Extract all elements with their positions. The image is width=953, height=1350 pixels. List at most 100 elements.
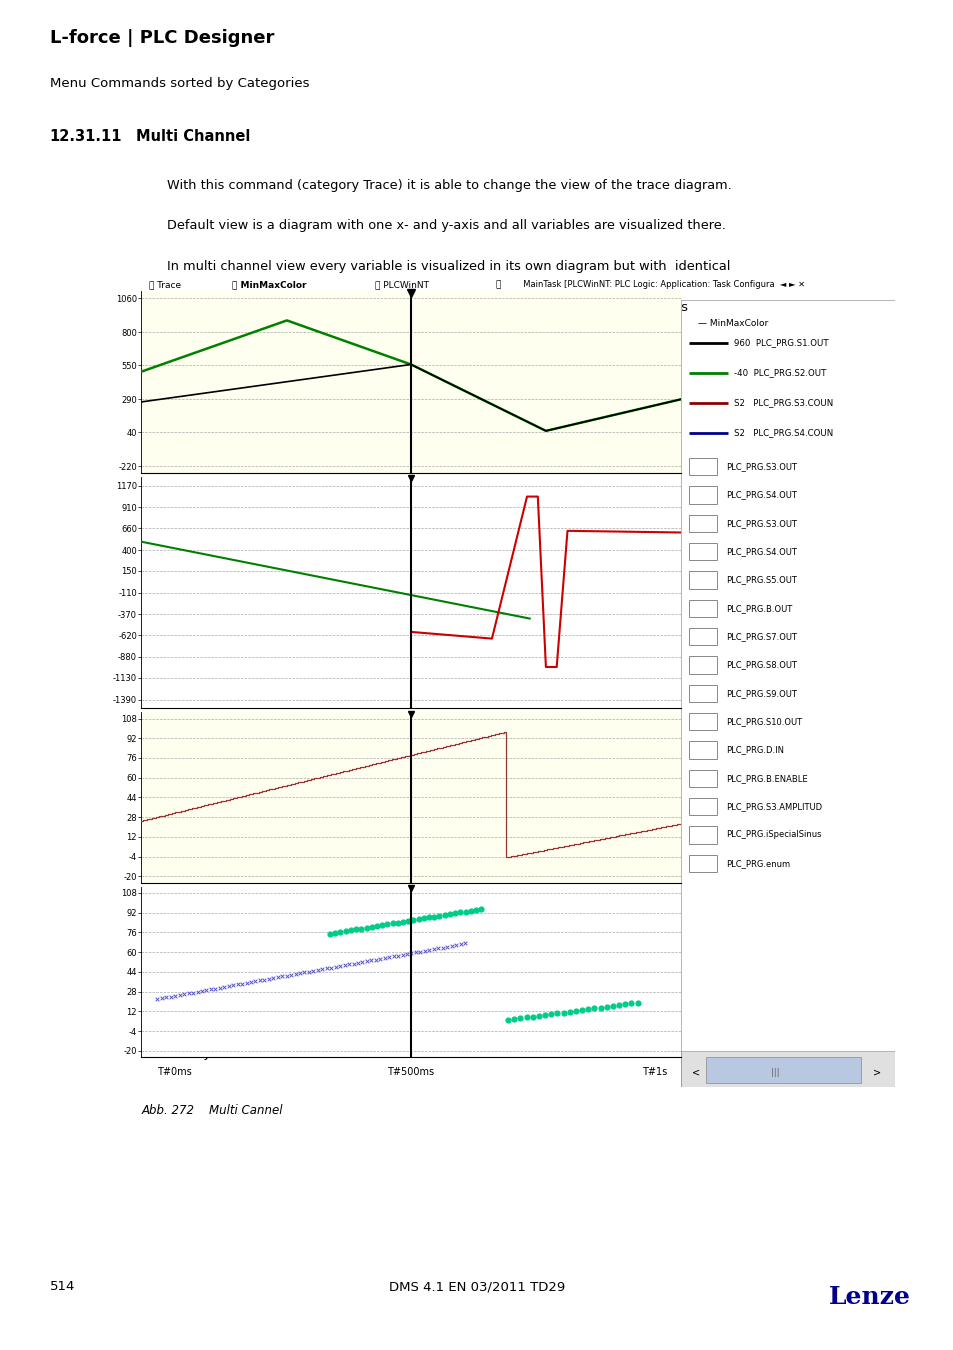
Point bbox=[208, 977, 223, 999]
Text: x-Axis. Zooming and scrolling commands are affecting the x-axis of all diagrams: x-Axis. Zooming and scrolling commands a… bbox=[167, 301, 687, 313]
Point bbox=[181, 983, 196, 1004]
Point bbox=[421, 907, 436, 929]
Point bbox=[399, 944, 415, 965]
Point bbox=[443, 936, 458, 957]
Bar bbox=[689, 486, 717, 504]
Point bbox=[176, 983, 192, 1004]
Point bbox=[611, 995, 626, 1017]
Point bbox=[568, 1000, 583, 1022]
Point bbox=[513, 1007, 528, 1029]
Text: PLC_PRG.B.ENABLE: PLC_PRG.B.ENABLE bbox=[725, 774, 806, 783]
Point bbox=[453, 933, 468, 954]
Text: S2   PLC_PRG.S3.COUN: S2 PLC_PRG.S3.COUN bbox=[734, 398, 833, 408]
Point bbox=[395, 944, 410, 965]
Point bbox=[185, 981, 200, 1003]
Bar bbox=[689, 458, 717, 475]
Point bbox=[194, 980, 210, 1002]
Text: T#1s: T#1s bbox=[641, 1066, 666, 1077]
Point bbox=[376, 948, 392, 969]
Text: Multi Channel: Multi Channel bbox=[136, 130, 251, 144]
Point bbox=[426, 938, 441, 960]
Text: PLC_PRG.S3.OUT: PLC_PRG.S3.OUT bbox=[725, 462, 796, 471]
Bar bbox=[689, 599, 717, 617]
Point bbox=[413, 941, 428, 963]
Point bbox=[323, 957, 338, 979]
Point bbox=[543, 1003, 558, 1025]
Text: PLC_PRG.S7.OUT: PLC_PRG.S7.OUT bbox=[725, 632, 796, 641]
Point bbox=[580, 999, 596, 1021]
Text: PLC_PRG.B.OUT: PLC_PRG.B.OUT bbox=[725, 603, 791, 613]
Text: 12.31.11: 12.31.11 bbox=[50, 130, 122, 144]
Text: |||: ||| bbox=[770, 1068, 779, 1077]
Point bbox=[421, 940, 436, 961]
Point bbox=[373, 948, 388, 969]
Text: Lenze: Lenze bbox=[828, 1285, 910, 1308]
Point bbox=[230, 973, 245, 995]
Point bbox=[358, 917, 374, 938]
Point bbox=[556, 1002, 571, 1023]
Point bbox=[172, 984, 187, 1006]
Point bbox=[473, 898, 488, 919]
Text: PLC_PRG.S5.OUT: PLC_PRG.S5.OUT bbox=[725, 575, 796, 585]
Bar bbox=[680, 1052, 894, 1087]
Point bbox=[343, 919, 358, 941]
Point bbox=[537, 1004, 552, 1026]
Text: MainTask [PLCWinNT: PLC Logic: Application: Task Configura  ◄ ► ✕: MainTask [PLCWinNT: PLC Logic: Applicati… bbox=[517, 281, 804, 289]
Point bbox=[593, 996, 608, 1018]
Bar bbox=[689, 826, 717, 844]
Text: Default view is a diagram with one x- and y-axis and all variables are visualize: Default view is a diagram with one x- an… bbox=[167, 219, 725, 232]
Bar bbox=[689, 855, 717, 872]
Text: 🗔 PLCWinNT: 🗔 PLCWinNT bbox=[375, 281, 429, 289]
Text: 514: 514 bbox=[50, 1280, 75, 1293]
Point bbox=[411, 909, 426, 930]
Point bbox=[448, 934, 463, 956]
Point bbox=[381, 946, 396, 968]
Text: With this command (category Trace) it is able to change the view of the trace di: With this command (category Trace) it is… bbox=[167, 178, 731, 192]
Point bbox=[328, 956, 343, 977]
Point bbox=[456, 933, 472, 954]
Point bbox=[359, 950, 375, 972]
Point bbox=[216, 976, 232, 998]
Text: L-force | PLC Designer: L-force | PLC Designer bbox=[50, 28, 274, 47]
Point bbox=[336, 954, 352, 976]
Point bbox=[405, 910, 420, 932]
Point bbox=[212, 977, 227, 999]
Point bbox=[225, 975, 240, 996]
Point bbox=[531, 1004, 546, 1026]
Point bbox=[322, 923, 337, 945]
Bar bbox=[689, 571, 717, 589]
Bar bbox=[689, 769, 717, 787]
Point bbox=[256, 969, 272, 991]
Point bbox=[168, 986, 183, 1007]
Point bbox=[265, 967, 280, 988]
Text: PLC_PRG.S3.OUT: PLC_PRG.S3.OUT bbox=[725, 518, 796, 528]
Text: T#500ms: T#500ms bbox=[387, 1066, 435, 1077]
Point bbox=[341, 953, 356, 975]
Point bbox=[574, 999, 589, 1021]
Point bbox=[442, 903, 457, 925]
Point bbox=[561, 1000, 577, 1022]
Bar bbox=[689, 713, 717, 730]
Point bbox=[150, 988, 165, 1010]
Text: S2   PLC_PRG.S4.COUN: S2 PLC_PRG.S4.COUN bbox=[734, 428, 833, 437]
Point bbox=[310, 960, 325, 981]
Point bbox=[390, 945, 405, 967]
Bar bbox=[689, 628, 717, 645]
Bar bbox=[706, 1057, 860, 1083]
Point bbox=[453, 902, 468, 923]
Point bbox=[605, 995, 620, 1017]
Point bbox=[355, 952, 370, 973]
Point bbox=[288, 964, 303, 986]
Point bbox=[549, 1003, 564, 1025]
Point bbox=[369, 915, 384, 937]
Point bbox=[301, 961, 316, 983]
Point bbox=[395, 911, 410, 933]
Point bbox=[248, 971, 263, 992]
Point bbox=[221, 975, 236, 996]
Bar bbox=[689, 798, 717, 815]
Point bbox=[238, 972, 253, 994]
Point bbox=[368, 949, 383, 971]
Text: PLC_PRG.D.IN: PLC_PRG.D.IN bbox=[725, 745, 783, 755]
Point bbox=[158, 987, 173, 1008]
Text: 🗔 Trace: 🗔 Trace bbox=[149, 281, 181, 289]
